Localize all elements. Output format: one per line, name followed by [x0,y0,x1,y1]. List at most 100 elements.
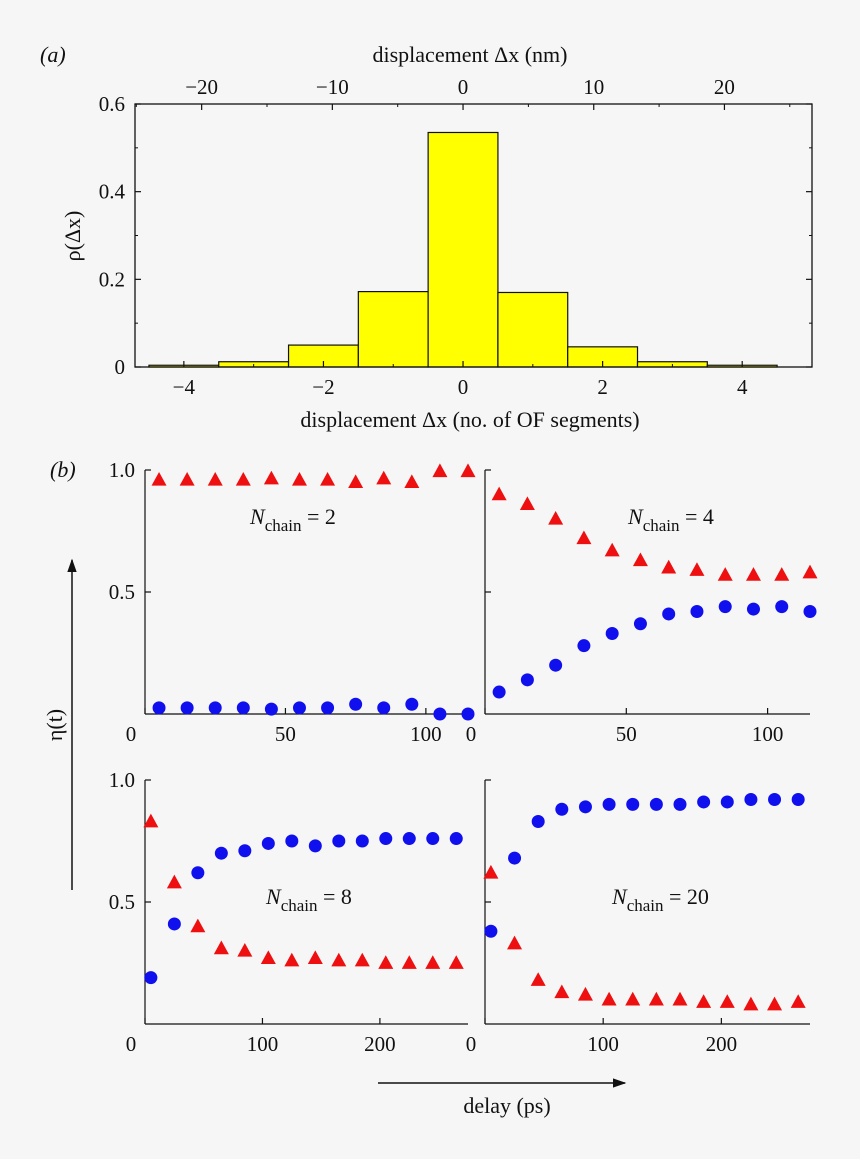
data-point-circle [321,701,335,715]
data-point-circle [261,836,275,850]
data-point-triangle [576,530,592,545]
data-point-triangle [604,542,620,557]
data-point-circle [214,846,228,860]
data-point-triangle [530,972,546,986]
annotation-value: = 20 [664,884,709,909]
histogram-bar [497,291,569,368]
data-point-triangle [237,943,253,957]
data-point-circle [285,834,299,848]
data-point-triangle [190,918,206,933]
data-point-circle [449,832,463,846]
data-point-circle [775,600,789,614]
subplot-x-tick-label: 50 [616,722,637,746]
data-point-circle [690,605,704,619]
data-point-triangle [307,950,323,964]
data-point-circle [461,707,475,721]
subplot-y-tick-label: 1.0 [109,458,135,482]
data-point-triangle [802,564,818,579]
annotation-symbol: N [627,504,644,529]
subplot-x-tick-label: 0 [126,722,137,746]
subplot-x-tick-label: 50 [275,722,296,746]
data-point-triangle [672,991,688,1006]
data-point-triangle [260,950,276,964]
data-point-triangle [483,864,499,879]
subplot-chain8: 0 100 200 0.5 1.0 Nchain = 8 [109,768,468,1056]
histogram-x-tick-label: 2 [597,375,608,399]
eta-axis-label: η(t) [42,709,67,741]
data-point-triangle [689,562,705,576]
data-point-circle [484,924,498,938]
data-point-triangle [519,496,535,511]
data-point-triangle [425,955,441,969]
data-point-triangle [401,955,417,969]
histogram-y-tick-label: 0.4 [99,180,126,204]
data-point-circle [208,701,222,715]
subplot-x-tick-label: 100 [587,1032,619,1056]
data-point-circle [308,839,322,853]
data-point-circle [144,971,158,985]
data-point-circle [402,832,416,846]
data-point-circle [264,702,278,716]
data-point-circle [744,793,758,807]
data-point-triangle [166,874,182,889]
data-point-circle [768,793,782,807]
subplot-x-tick-label: 200 [364,1032,396,1056]
delay-axis-label: delay (ps) [463,1093,550,1118]
histogram-x-tick-label: 0 [458,375,469,399]
data-point-circle [379,832,393,846]
data-point-triangle [378,955,394,969]
data-point-circle [746,602,760,616]
histogram-x2-tick-label: 0 [458,75,469,99]
subplot-annotation: Nchain = 2 [249,504,336,535]
data-point-circle [167,917,181,931]
panel-b: (b) η(t) delay (ps) 0 50 100 0.5 1.0 Nchain =… [42,457,818,1118]
data-point-triangle [213,940,229,955]
data-point-triangle [717,567,733,581]
data-point-circle [238,844,252,858]
annotation-value: = 8 [318,884,352,909]
data-point-triangle [179,471,195,486]
data-point-triangle [767,996,783,1011]
histogram-bar [357,291,429,368]
data-point-circle [803,605,817,619]
data-point-triangle [790,994,806,1008]
subplot-y-tick-label: 0.5 [109,890,135,914]
histogram-y-axis-label: ρ(Δx) [60,211,85,262]
data-point-circle [791,793,805,807]
data-point-triangle [376,470,392,485]
data-point-triangle [719,994,735,1008]
data-point-triangle [601,991,617,1006]
annotation-symbol: N [611,884,628,909]
data-point-circle [508,851,522,865]
data-point-triangle [548,511,564,525]
data-point-triangle [745,567,761,581]
annotation-value: = 4 [680,504,714,529]
histogram-y-tick-label: 0.6 [99,92,125,116]
data-point-triangle [151,471,167,486]
histogram-x2-tick-label: 10 [583,75,604,99]
data-point-triangle [632,552,648,567]
data-point-circle [549,658,563,672]
data-point-triangle [577,986,593,1001]
data-point-circle [236,701,250,715]
histogram-bar [427,131,499,368]
annotation-symbol: N [265,884,282,909]
data-point-circle [673,797,687,811]
panel-a-tag: (a) [40,42,66,67]
data-point-circle [292,701,306,715]
data-point-triangle [354,952,370,967]
data-point-circle [332,834,346,848]
data-point-triangle [404,474,420,489]
data-point-triangle [661,559,677,574]
data-point-circle [520,673,534,687]
subplot-annotation: Nchain = 20 [611,884,709,915]
data-point-triangle [743,996,759,1011]
data-point-triangle [235,471,251,486]
data-point-circle [718,600,732,614]
subplot-x-tick-label: 100 [752,722,784,746]
data-point-circle [531,814,545,828]
subplot-x-tick-label: 100 [247,1032,279,1056]
data-point-circle [377,701,391,715]
